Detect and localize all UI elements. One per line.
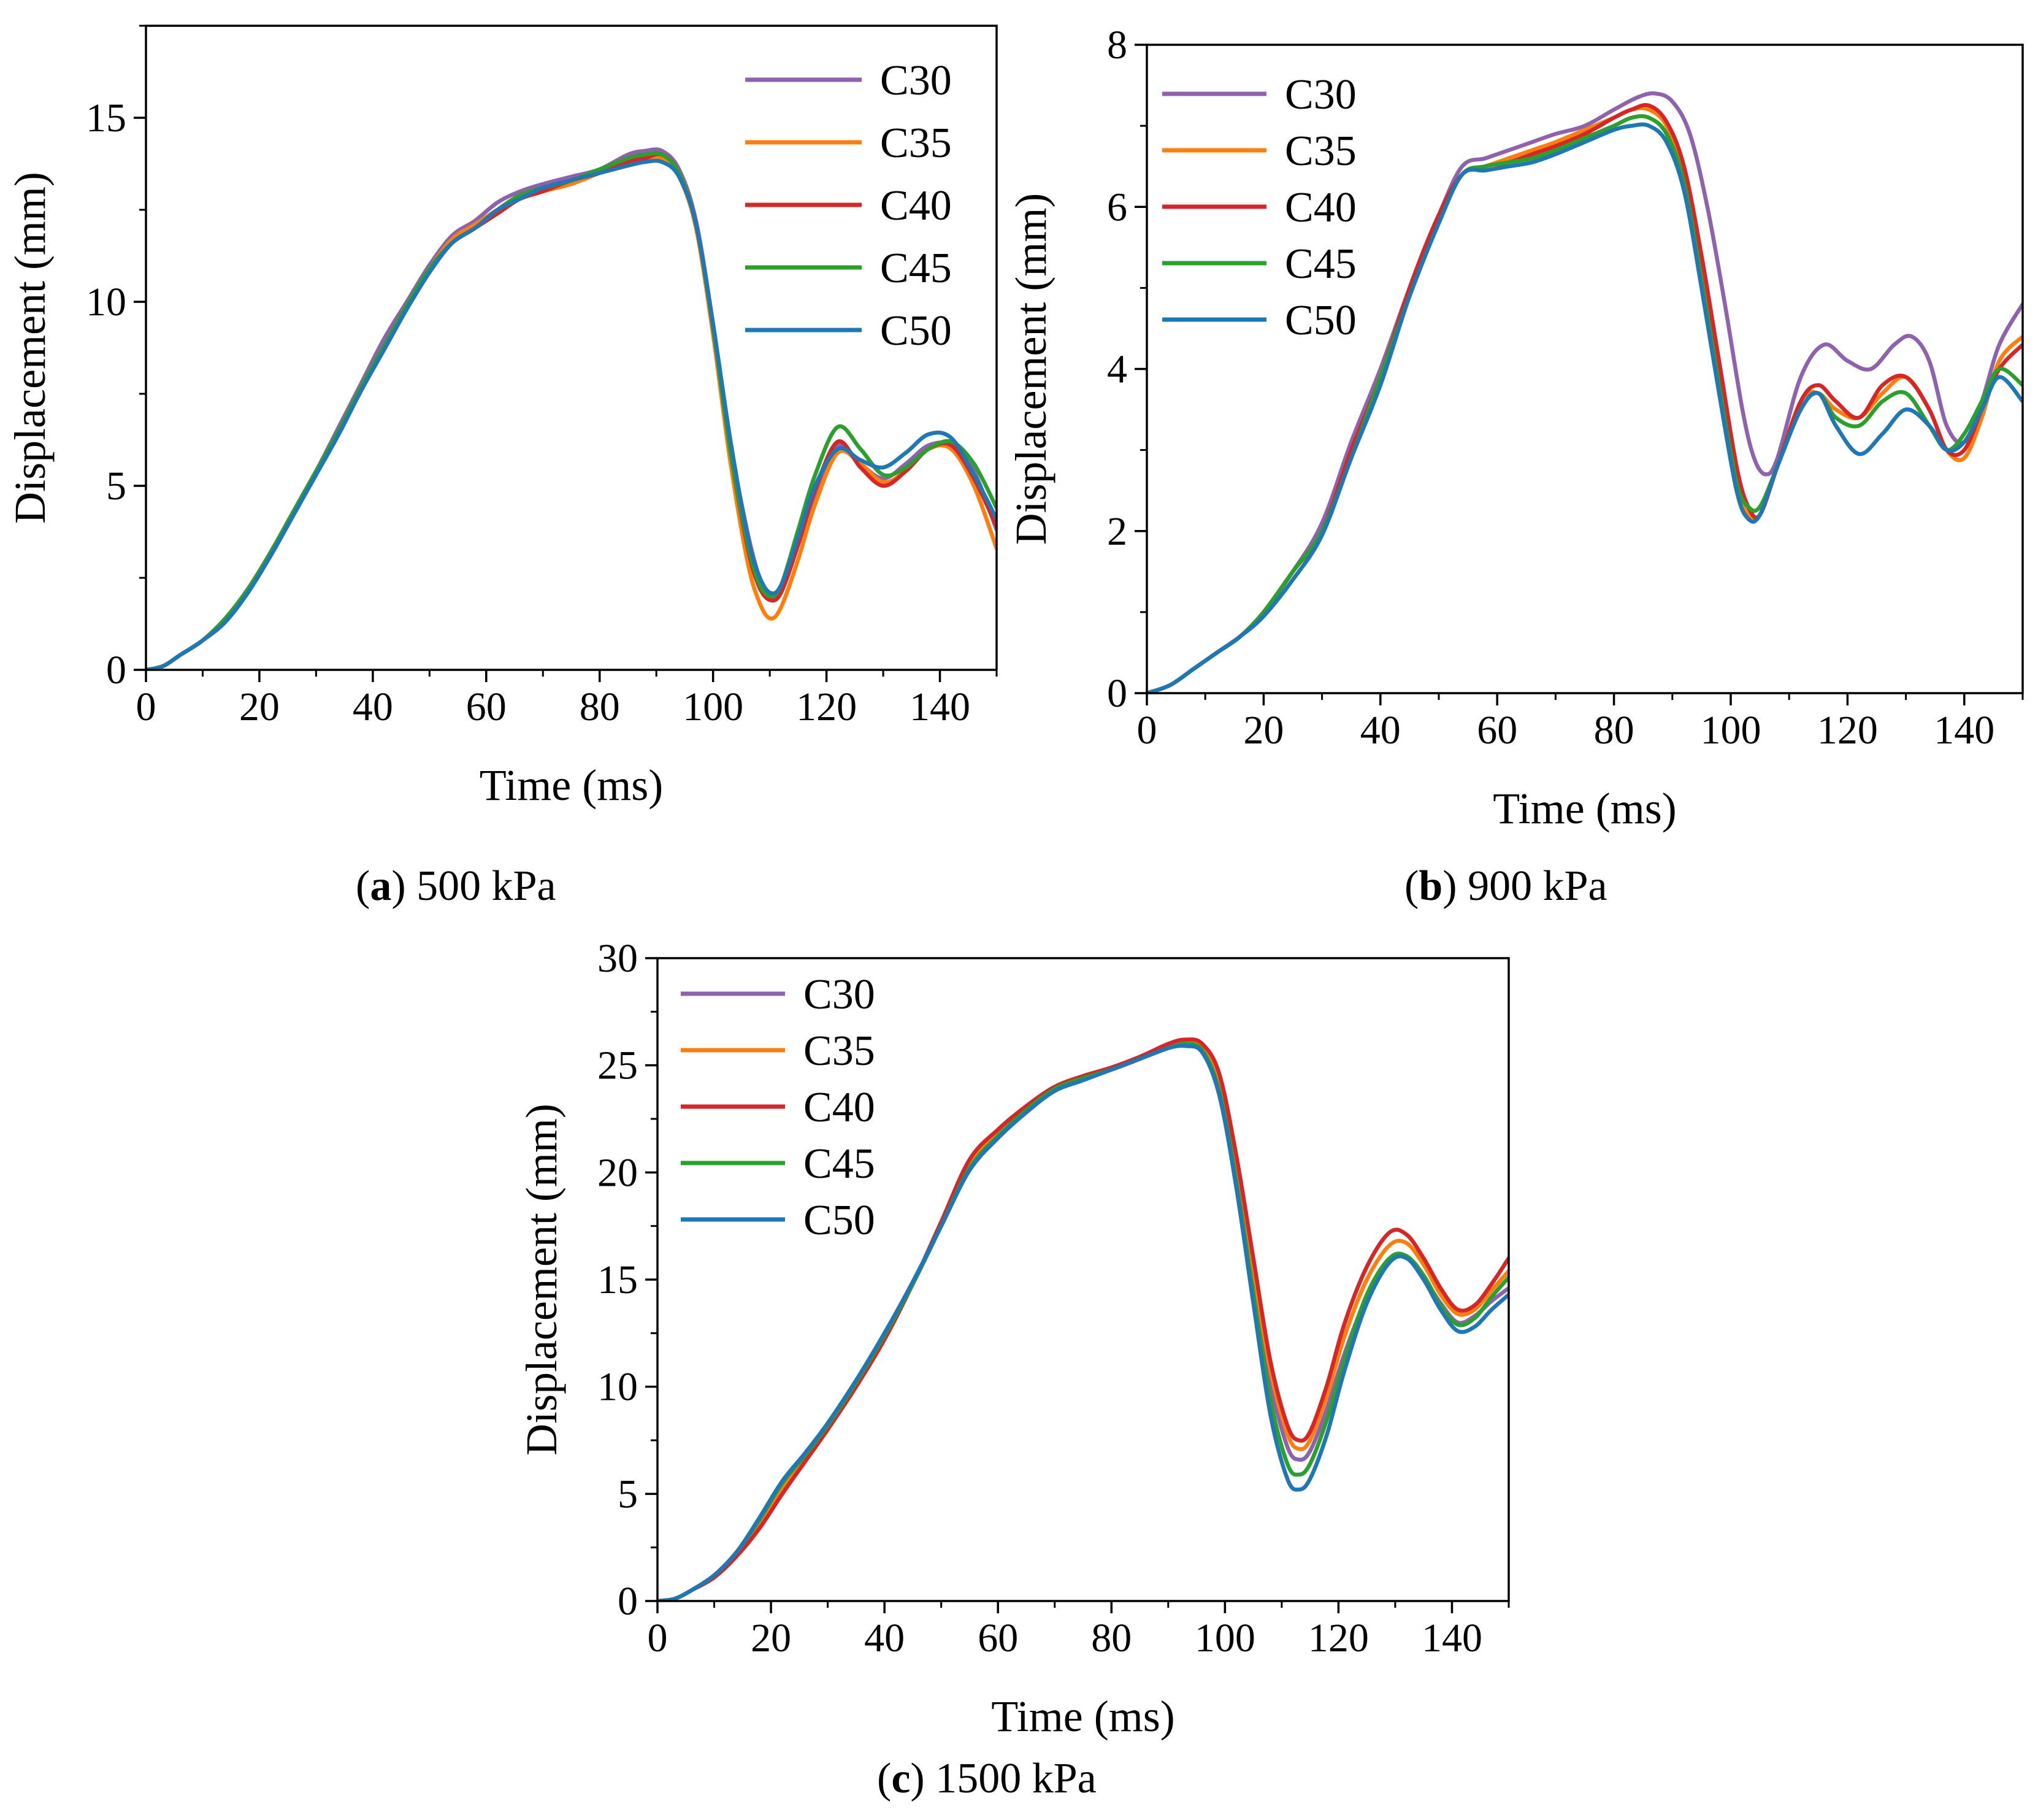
legend-label-c30: C30: [1285, 71, 1357, 118]
plot-frame: [145, 25, 998, 671]
x-tick-label: 140: [1934, 708, 1994, 753]
caption-c-text: 1500 kPa: [924, 1755, 1097, 1802]
series-line-c35: [1147, 106, 2023, 693]
legend-label-c45: C45: [880, 245, 952, 292]
y-tick-label: 10: [597, 1365, 638, 1410]
x-tick-label: 120: [796, 685, 857, 729]
x-tick-label: 100: [1195, 1616, 1255, 1661]
legend-label-c40: C40: [880, 182, 952, 229]
series-line-c30: [1147, 91, 2023, 693]
legend-label-c40: C40: [803, 1084, 875, 1131]
caption-b: (b) 900 kPa: [1404, 862, 1607, 910]
chart-b: 0 20 40 60 80 100 120 140 0 2 4 6 8 Time (ms) Displace…: [1006, 23, 2024, 833]
y-tick-label: 30: [597, 936, 638, 981]
x-tick-label: 20: [751, 1616, 791, 1661]
x-tick-label: 20: [1243, 708, 1284, 753]
y-tick-label: 10: [86, 280, 126, 324]
x-axis-label: Time (ms): [1493, 784, 1676, 833]
y-axis-label: Displacement (mm): [517, 1104, 566, 1456]
x-tick-label: 0: [1137, 708, 1157, 753]
legend-label-c50: C50: [880, 307, 952, 355]
caption-a-label: a: [370, 862, 392, 910]
x-tick-label: 140: [1422, 1616, 1482, 1661]
plot-frame: [656, 957, 1510, 1602]
chart-a: 0 20 40 60 80 100 120 140 0 5 10 15 Time (ms) Displac…: [6, 25, 998, 810]
legend-label-c30: C30: [803, 971, 875, 1018]
series-line-c40: [1147, 103, 2023, 693]
x-tick-label: 80: [580, 685, 620, 729]
x-tick-label: 120: [1308, 1616, 1369, 1661]
legend-label-c35: C35: [803, 1027, 875, 1075]
legend-label-c35: C35: [1285, 128, 1357, 175]
y-tick-label: 6: [1107, 185, 1127, 229]
series-line-c35: [146, 155, 997, 670]
y-tick-label: 25: [597, 1043, 638, 1088]
y-tick-label: 2: [1107, 509, 1127, 554]
series-line-c30: [657, 1039, 1509, 1601]
x-axis-label: Time (ms): [991, 1692, 1174, 1741]
x-tick-label: 100: [683, 685, 743, 729]
x-tick-label: 40: [864, 1616, 905, 1661]
series-line-c50: [657, 1043, 1509, 1601]
caption-a-text: 500 kPa: [405, 862, 556, 910]
series-line-c40: [146, 152, 997, 670]
y-tick-label: 5: [618, 1472, 638, 1516]
x-tick-label: 140: [910, 685, 970, 729]
y-axis-label: Displacement (mm): [6, 172, 55, 524]
legend-label-c40: C40: [1285, 184, 1357, 231]
y-tick-label: 15: [597, 1257, 638, 1302]
y-tick-label: 15: [86, 96, 126, 140]
series-line-c35: [657, 1039, 1509, 1601]
x-tick-label: 100: [1701, 708, 1761, 753]
series-line-c45: [1147, 114, 2023, 693]
x-tick-label: 40: [1360, 708, 1401, 753]
caption-b-label: b: [1419, 862, 1443, 910]
x-tick-label: 80: [1091, 1616, 1132, 1661]
x-tick-label: 80: [1594, 708, 1634, 753]
x-tick-label: 60: [978, 1616, 1018, 1661]
y-tick-label: 8: [1107, 23, 1127, 67]
y-tick-label: 4: [1107, 347, 1127, 392]
y-tick-label: 0: [618, 1579, 638, 1624]
series-line-c30: [146, 147, 997, 670]
y-axis-label: Displacement (mm): [1006, 193, 1055, 545]
chart-c: 0 20 40 60 80 100 120 140 0 5 10 15 20 25 30 Time (ms) D…: [517, 936, 1510, 1741]
series-line-c40: [657, 1037, 1509, 1601]
y-tick-label: 0: [1107, 671, 1127, 716]
y-tick-label: 20: [597, 1150, 638, 1195]
x-tick-label: 60: [466, 685, 507, 729]
x-tick-label: 0: [136, 685, 156, 729]
legend-label-c30: C30: [880, 57, 952, 104]
caption-c: (c) 1500 kPa: [877, 1755, 1097, 1802]
x-tick-label: 20: [239, 685, 280, 729]
legend-label-c35: C35: [880, 120, 952, 167]
x-tick-label: 0: [648, 1616, 668, 1661]
series-line-c50: [1147, 122, 2023, 693]
y-tick-label: 0: [106, 648, 126, 693]
y-tick-label: 5: [106, 464, 126, 509]
x-tick-label: 40: [353, 685, 393, 729]
series-line-c45: [657, 1042, 1509, 1601]
legend-label-c45: C45: [803, 1140, 875, 1188]
caption-a: (a) 500 kPa: [356, 862, 556, 910]
legend-label-c50: C50: [803, 1197, 875, 1244]
legend-label-c50: C50: [1285, 297, 1357, 344]
x-tick-label: 60: [1477, 708, 1517, 753]
series-line-c45: [146, 151, 997, 670]
caption-b-text: 900 kPa: [1457, 862, 1607, 910]
caption-c-label: c: [891, 1755, 911, 1802]
x-axis-label: Time (ms): [480, 761, 663, 810]
legend-label-c45: C45: [1285, 240, 1357, 288]
series-line-c50: [146, 158, 997, 670]
x-tick-label: 120: [1817, 708, 1878, 753]
